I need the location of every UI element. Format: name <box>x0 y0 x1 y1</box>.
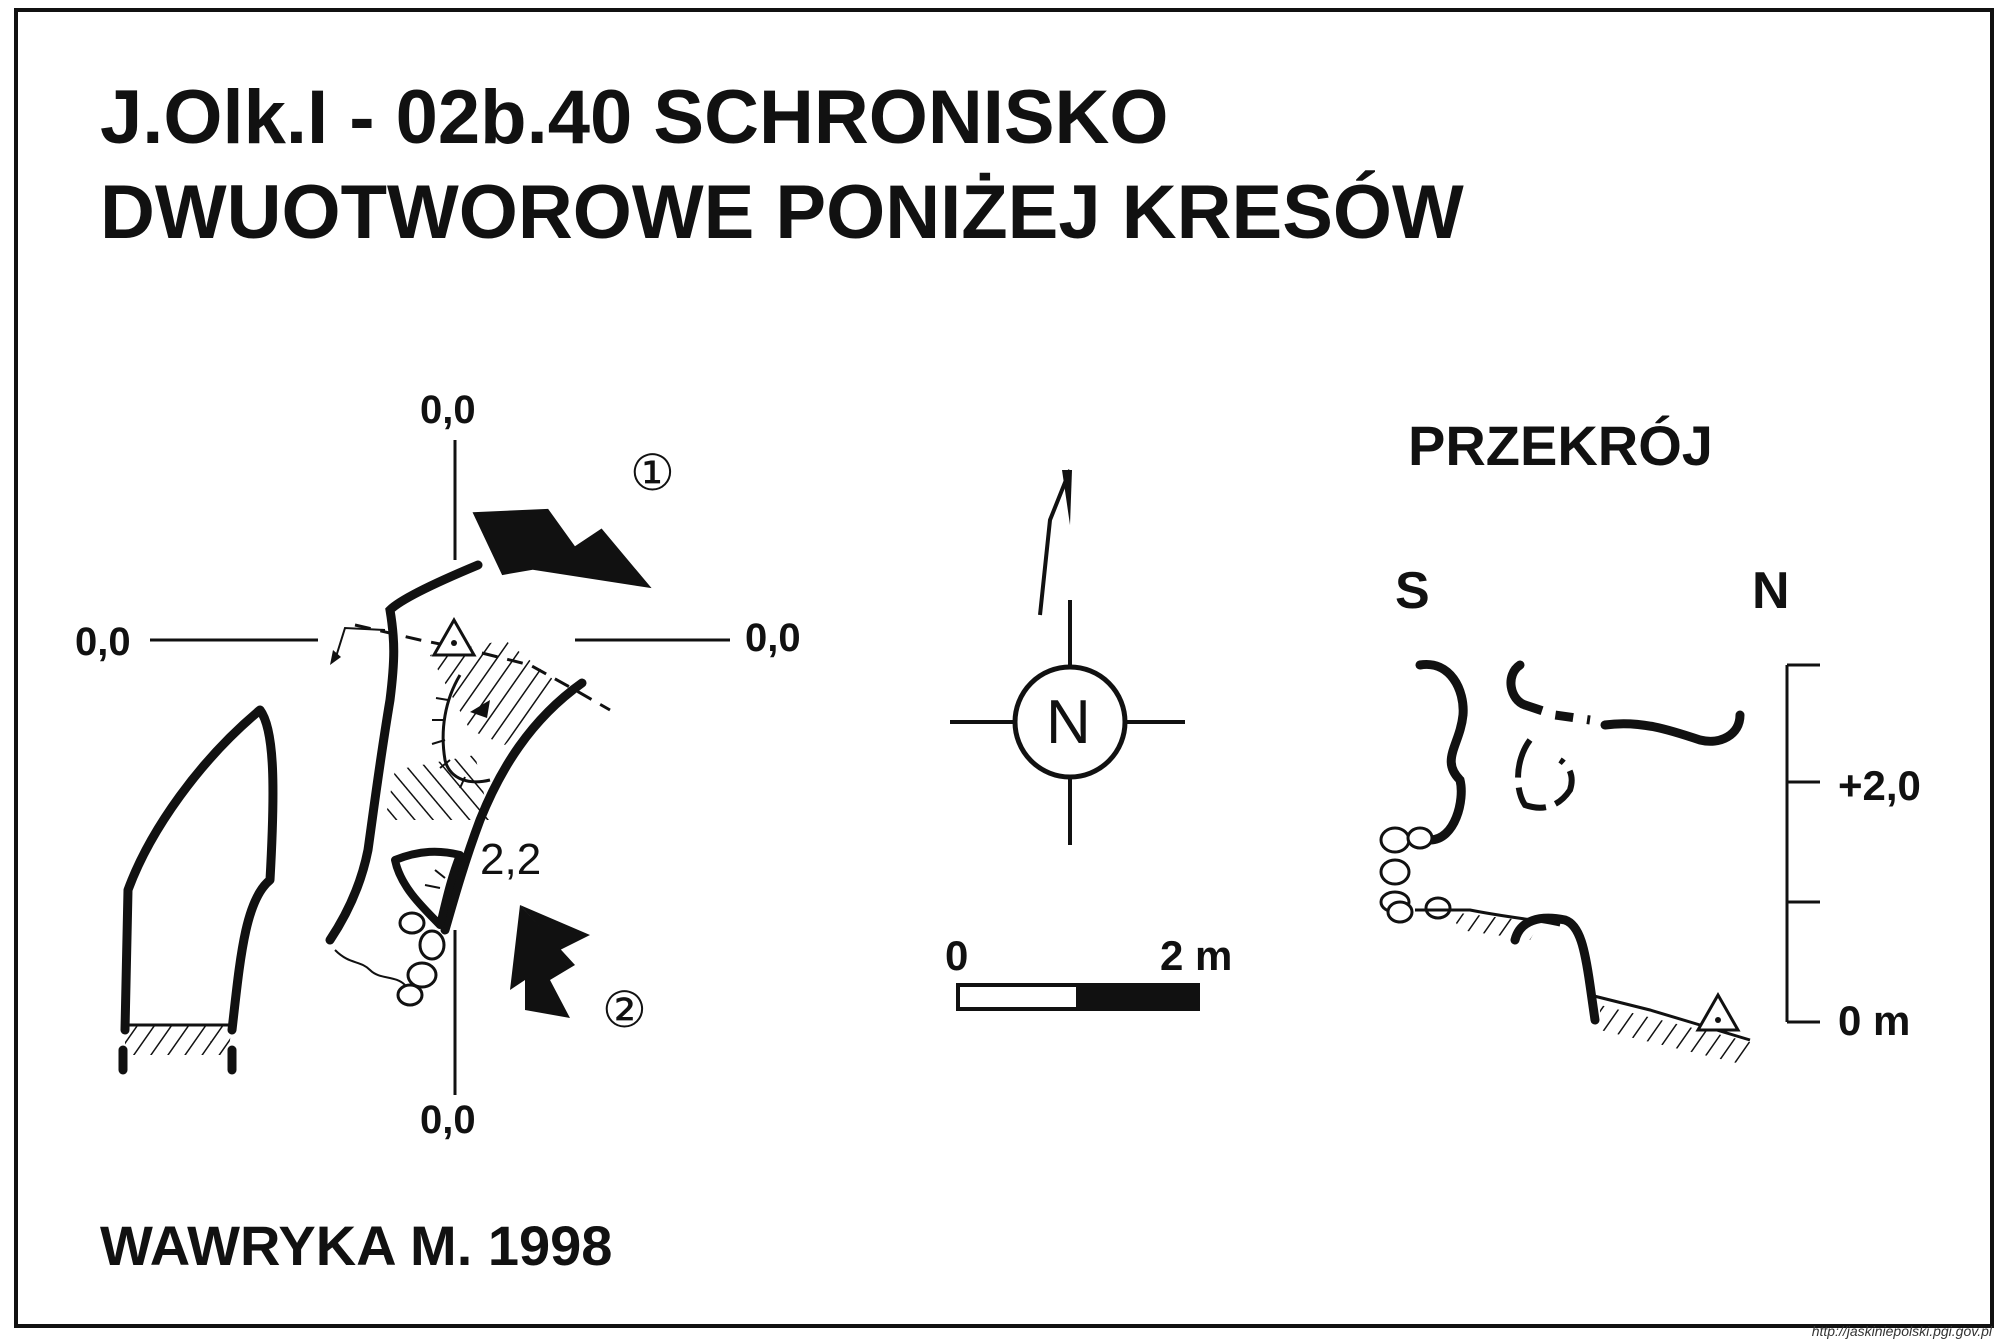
survey-station-section <box>1695 991 1741 1032</box>
section-ceiling-dashed <box>1523 700 1591 725</box>
left-passage-outline <box>120 705 278 1035</box>
section-south-label: S <box>1395 562 1430 620</box>
entrance-1-label: ① <box>630 445 675 501</box>
map-frame <box>14 8 1994 1328</box>
entrance-2-label: ② <box>602 982 647 1038</box>
section-step <box>1510 913 1600 1025</box>
title-line-2: DWUOTWOROWE PONIŻEJ KRESÓW <box>100 170 1464 255</box>
section-level-top: +2,0 <box>1838 762 1921 809</box>
title-line-1: J.Olk.I - 02b.40 SCHRONISKO <box>100 75 1169 160</box>
scale-bar-white <box>956 983 1080 1011</box>
compass-north-letter: N <box>1046 688 1091 757</box>
flow-arrow <box>334 626 386 661</box>
source-url: http://jaskiniepolski.pgi.gov.pl <box>1811 1323 1992 1339</box>
section-ceiling <box>1506 660 1530 710</box>
ref-label-right: 0,0 <box>745 616 801 660</box>
rubble-area-middle <box>385 755 490 820</box>
ref-label-bottom: 0,0 <box>420 1098 476 1142</box>
section-heading: PRZEKRÓJ <box>1408 414 1713 477</box>
left-passage-floor <box>125 1025 232 1055</box>
rubble-area-upper <box>430 640 560 745</box>
entrance-1-arrow <box>472 508 652 589</box>
scale-bar-black <box>1076 983 1200 1011</box>
section-south-wall <box>1415 660 1468 845</box>
inner-ledge <box>441 674 491 784</box>
pit-outline <box>391 847 464 929</box>
entrance-2-arrow <box>510 905 575 1018</box>
survey-station-plan <box>431 616 477 657</box>
compass-circle <box>1012 664 1128 780</box>
main-chamber-left-wall <box>325 560 483 945</box>
ref-label-left: 0,0 <box>75 620 131 664</box>
main-chamber-right-wall <box>440 678 587 935</box>
section-level-bottom: 0 m <box>1838 997 1911 1044</box>
north-arrow <box>950 469 1185 845</box>
section-floor-line <box>1415 908 1561 927</box>
scale-bar <box>956 983 1200 1011</box>
section-boulders <box>1379 826 1452 924</box>
section-niche <box>1515 738 1575 811</box>
section-north-label: N <box>1752 562 1790 620</box>
author-credit: WAWRYKA M. 1998 <box>100 1214 613 1277</box>
section-ceiling-north <box>1600 710 1745 746</box>
exit-rubble-edge <box>334 949 406 986</box>
ref-label-top: 0,0 <box>420 388 476 432</box>
scale-bar-end-label: 2 m <box>1160 932 1233 979</box>
drip-line <box>354 623 611 712</box>
height-mark-label: 2,2 <box>480 835 542 884</box>
plan-view <box>118 440 730 1095</box>
cross-section <box>1379 660 1820 1065</box>
scale-bar-start-label: 0 <box>945 932 969 979</box>
